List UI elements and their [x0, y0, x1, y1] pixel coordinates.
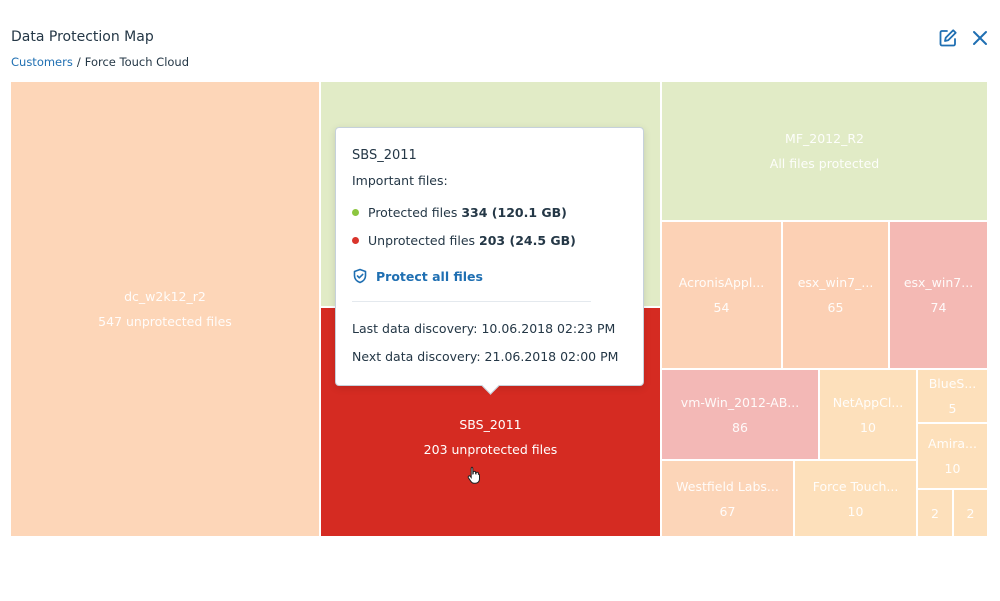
tile-name: BlueS... [928, 376, 977, 391]
tile-small-a[interactable]: 2 [918, 490, 954, 538]
tile-detail: 2 [931, 505, 939, 521]
tile-detail: 54 [713, 300, 730, 315]
tile-acronis-appl[interactable]: AcronisAppl... 54 [662, 222, 783, 370]
tile-detail: 74 [930, 300, 947, 315]
hand-pointer-icon [467, 466, 480, 484]
tile-detail: 10 [860, 419, 876, 435]
tile-name: esx_win7... [903, 275, 974, 290]
tile-amira[interactable]: Amira... 10 [918, 424, 989, 490]
tile-detail: 10 [944, 461, 961, 476]
tile-detail: 65 [827, 300, 844, 315]
tile-esx-win7-a[interactable]: esx_win7_... 65 [783, 222, 890, 370]
tooltip-title: SBS_2011 [352, 148, 417, 163]
tile-esx-win7-b[interactable]: esx_win7... 74 [890, 222, 989, 370]
tile-detail: 547 unprotected files [98, 314, 232, 329]
tile-name: esx_win7_... [797, 275, 874, 290]
breadcrumb: Customers / Force Touch Cloud [11, 55, 189, 69]
last-data-discovery: Last data discovery: 10.06.2018 02:23 PM [352, 321, 616, 336]
protected-value: 334 (120.1 GB) [461, 205, 567, 220]
tile-name: SBS_2011 [459, 417, 522, 432]
unprotected-files-row: Unprotected files 203 (24.5 GB) [352, 233, 576, 248]
protect-all-files-button[interactable]: Protect all files [352, 268, 483, 284]
breadcrumb-customers-link[interactable]: Customers [11, 55, 73, 69]
tile-name: AcronisAppl... [678, 275, 765, 290]
tile-name: dc_w2k12_r2 [124, 289, 206, 304]
tile-name: Amira... [928, 436, 977, 451]
tooltip-subtitle: Important files: [352, 173, 448, 188]
tile-detail: 2 [966, 505, 975, 521]
unprotected-value: 203 (24.5 GB) [479, 233, 576, 248]
tile-blues[interactable]: BlueS... 5 [918, 370, 989, 424]
tile-force-touch[interactable]: Force Touch... 10 [795, 461, 918, 538]
tile-small-b[interactable]: 2 [954, 490, 989, 538]
breadcrumb-separator: / [76, 55, 81, 69]
shield-check-icon [353, 268, 367, 284]
tile-detail: 10 [847, 503, 864, 519]
tile-detail: All files protected [769, 156, 880, 171]
edit-icon[interactable] [938, 28, 958, 48]
unprotected-dot-icon [352, 237, 359, 244]
tile-vm-win-2012[interactable]: vm-Win_2012-AB... 86 [662, 370, 820, 461]
tile-name: vm-Win_2012-AB... [680, 394, 800, 410]
tile-dc-w2k12-r2[interactable]: dc_w2k12_r2 547 unprotected files [11, 82, 321, 538]
tile-detail: 5 [948, 401, 957, 416]
protected-label: Protected files [368, 205, 458, 220]
protected-dot-icon [352, 209, 359, 216]
tile-netappcl[interactable]: NetAppCl... 10 [820, 370, 918, 461]
tile-mf-2012-r2[interactable]: MF_2012_R2 All files protected [662, 82, 989, 222]
tile-westfield-labs[interactable]: Westfield Labs... 67 [662, 461, 795, 538]
tile-detail: 86 [732, 419, 748, 435]
tile-name: MF_2012_R2 [785, 131, 864, 146]
tile-name: NetAppCl... [832, 394, 904, 410]
breadcrumb-current: Force Touch Cloud [84, 55, 190, 69]
tile-name: Westfield Labs... [676, 478, 779, 494]
tooltip-divider [352, 301, 591, 302]
protected-files-row: Protected files 334 (120.1 GB) [352, 205, 567, 220]
tile-tooltip: SBS_2011 Important files: Protected file… [335, 127, 644, 386]
unprotected-label: Unprotected files [368, 233, 476, 248]
tile-detail: 203 unprotected files [423, 442, 558, 457]
page-title: Data Protection Map [11, 29, 154, 45]
protect-all-files-label: Protect all files [376, 268, 483, 284]
tile-name: Force Touch... [812, 478, 899, 494]
close-icon[interactable] [970, 28, 990, 48]
tile-detail: 67 [719, 503, 736, 519]
next-data-discovery: Next data discovery: 21.06.2018 02:00 PM [352, 349, 619, 364]
